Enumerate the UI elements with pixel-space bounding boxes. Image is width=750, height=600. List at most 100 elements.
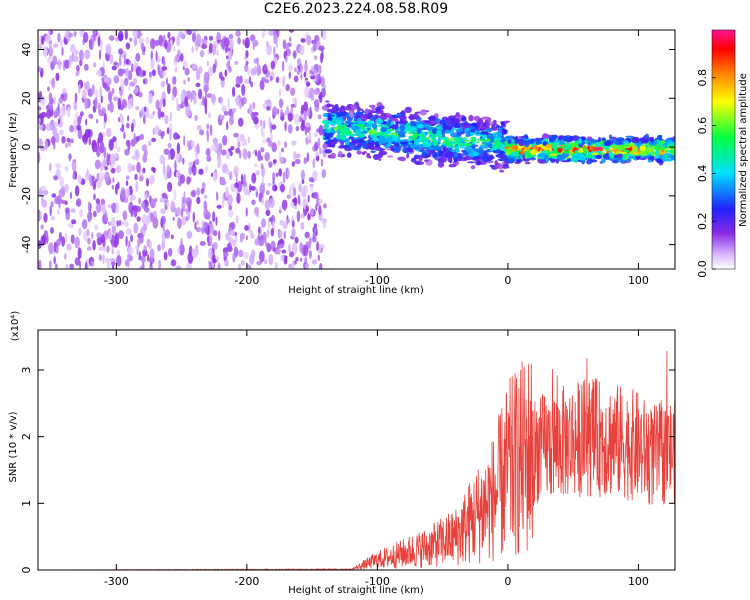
- heat-cell: [613, 157, 623, 161]
- heat-cell: [186, 262, 190, 269]
- heat-cell: [204, 104, 208, 115]
- heat-cell: [203, 200, 208, 212]
- heat-cell: [451, 148, 460, 154]
- heat-cell: [363, 151, 368, 154]
- heat-cell: [275, 76, 280, 83]
- heat-cell: [260, 119, 263, 127]
- heat-cell: [299, 242, 304, 253]
- heat-cell: [237, 141, 241, 149]
- heat-cell: [224, 259, 229, 267]
- heat-cell: [135, 52, 141, 62]
- heat-cell: [293, 197, 298, 206]
- heat-cell: [148, 241, 153, 250]
- heat-cell: [307, 212, 310, 221]
- heat-cell: [404, 106, 412, 114]
- heat-cell: [377, 154, 383, 159]
- heat-cell: [308, 238, 312, 249]
- heat-cell: [268, 197, 275, 209]
- heat-cell: [134, 86, 139, 94]
- heat-cell: [230, 229, 236, 237]
- heat-cell: [372, 115, 377, 120]
- heat-cell: [196, 187, 200, 196]
- heat-cell: [266, 44, 272, 56]
- heat-cell: [161, 215, 166, 225]
- heat-cell: [138, 197, 141, 205]
- snr-panel: -300 -200 -100 0 100 0 1 2 3 Height of straight …: [8, 311, 676, 596]
- heat-cell: [142, 70, 147, 77]
- heat-cell: [141, 201, 146, 210]
- heat-cell: [40, 185, 47, 192]
- heat-cell: [175, 265, 182, 269]
- heat-cell: [329, 140, 337, 143]
- heat-cell: [300, 257, 303, 263]
- spectrogram-frame: [37, 29, 676, 270]
- heat-cell: [172, 76, 177, 85]
- heat-cell: [103, 230, 110, 240]
- heat-cell: [148, 92, 153, 104]
- heat-cell: [310, 184, 314, 194]
- heat-cell: [237, 117, 244, 127]
- heat-cell: [594, 154, 603, 160]
- heat-cell: [647, 159, 652, 163]
- heat-cell: [267, 140, 273, 147]
- heat-cell: [191, 248, 198, 259]
- heat-cell: [397, 130, 406, 137]
- y-tick-label: 0: [20, 567, 33, 574]
- heat-cell: [279, 98, 283, 109]
- heat-cell: [270, 132, 273, 141]
- heat-cell: [150, 58, 155, 69]
- heat-cell: [410, 157, 417, 163]
- heat-cell: [57, 103, 60, 111]
- snr-x-axis-label: Height of straight line (km): [288, 585, 424, 596]
- heat-cell: [483, 150, 488, 156]
- x-tick-label: 0: [504, 274, 511, 287]
- heat-cell: [64, 59, 70, 69]
- heat-cell: [74, 123, 77, 134]
- heat-cell: [505, 143, 514, 148]
- heat-cell: [100, 39, 103, 52]
- heat-cell: [281, 147, 284, 153]
- heat-cell: [312, 170, 318, 182]
- heat-cell: [74, 236, 80, 249]
- heat-cell: [226, 168, 230, 176]
- heat-cell: [60, 105, 67, 117]
- y-tick-label: -20: [20, 187, 33, 205]
- heat-cell: [136, 161, 141, 173]
- heat-cell: [192, 211, 195, 223]
- heat-cell: [145, 205, 149, 214]
- heat-cell: [291, 242, 298, 255]
- heat-cell: [121, 98, 127, 109]
- heat-cell: [125, 235, 128, 247]
- heat-cell: [317, 198, 323, 204]
- heat-cell: [399, 141, 409, 145]
- heat-cell: [48, 92, 53, 102]
- heat-cell: [233, 132, 239, 138]
- heat-cell: [391, 124, 399, 130]
- heat-cell: [288, 243, 291, 254]
- heat-cell: [202, 95, 205, 106]
- heat-cell: [357, 132, 366, 138]
- heat-cell: [128, 201, 134, 214]
- heat-cell: [261, 176, 265, 186]
- heat-cell: [114, 140, 118, 149]
- heat-cell: [65, 142, 68, 149]
- heat-cell: [164, 39, 168, 50]
- heat-cell: [111, 265, 115, 269]
- heat-cell: [98, 171, 105, 183]
- heat-cell: [254, 124, 260, 130]
- heat-cell: [245, 207, 248, 217]
- heat-cell: [303, 244, 309, 257]
- heat-cell: [58, 97, 63, 104]
- heat-cell: [254, 238, 259, 246]
- heat-cell: [379, 147, 383, 155]
- heat-cell: [243, 251, 249, 259]
- heat-cell: [337, 129, 341, 135]
- heat-cell: [295, 153, 301, 159]
- heat-cell: [65, 263, 69, 269]
- heat-cell: [235, 147, 241, 154]
- heat-cell: [227, 209, 234, 218]
- heat-cell: [313, 88, 320, 95]
- heat-cell: [259, 184, 266, 195]
- heat-cell: [232, 108, 237, 113]
- heat-cell: [111, 224, 116, 235]
